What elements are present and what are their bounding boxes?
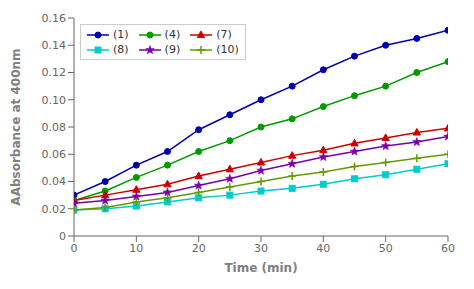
svg-text:10: 10 [129,242,143,255]
svg-text:0: 0 [59,230,66,243]
svg-text:0.08: 0.08 [42,121,67,134]
svg-text:0.04: 0.04 [42,175,67,188]
svg-text:60: 60 [441,242,455,255]
html-text:(1): (1) [113,28,129,41]
svg-text:0.10: 0.10 [42,94,67,107]
svg-text:0.14: 0.14 [42,39,67,52]
svg-text:0.06: 0.06 [42,148,67,161]
svg-text:40: 40 [316,242,330,255]
svg-text:0: 0 [71,242,78,255]
html-text:(8): (8) [113,43,129,56]
html-text:(7): (7) [216,28,232,41]
svg-text:0.12: 0.12 [42,66,67,79]
svg-text:30: 30 [254,242,268,255]
svg-text:Time (min): Time (min) [224,261,297,275]
html-text:(9): (9) [164,43,181,56]
html-text:(10): (10) [216,43,239,56]
html-text:(4): (4) [164,28,181,41]
svg-text:0.02: 0.02 [42,203,67,216]
svg-text:20: 20 [192,242,206,255]
svg-text:50: 50 [379,242,393,255]
svg-text:AAbsorbance at 400nm: AAbsorbance at 400nm [9,48,23,205]
svg-text:0.16: 0.16 [42,12,67,25]
